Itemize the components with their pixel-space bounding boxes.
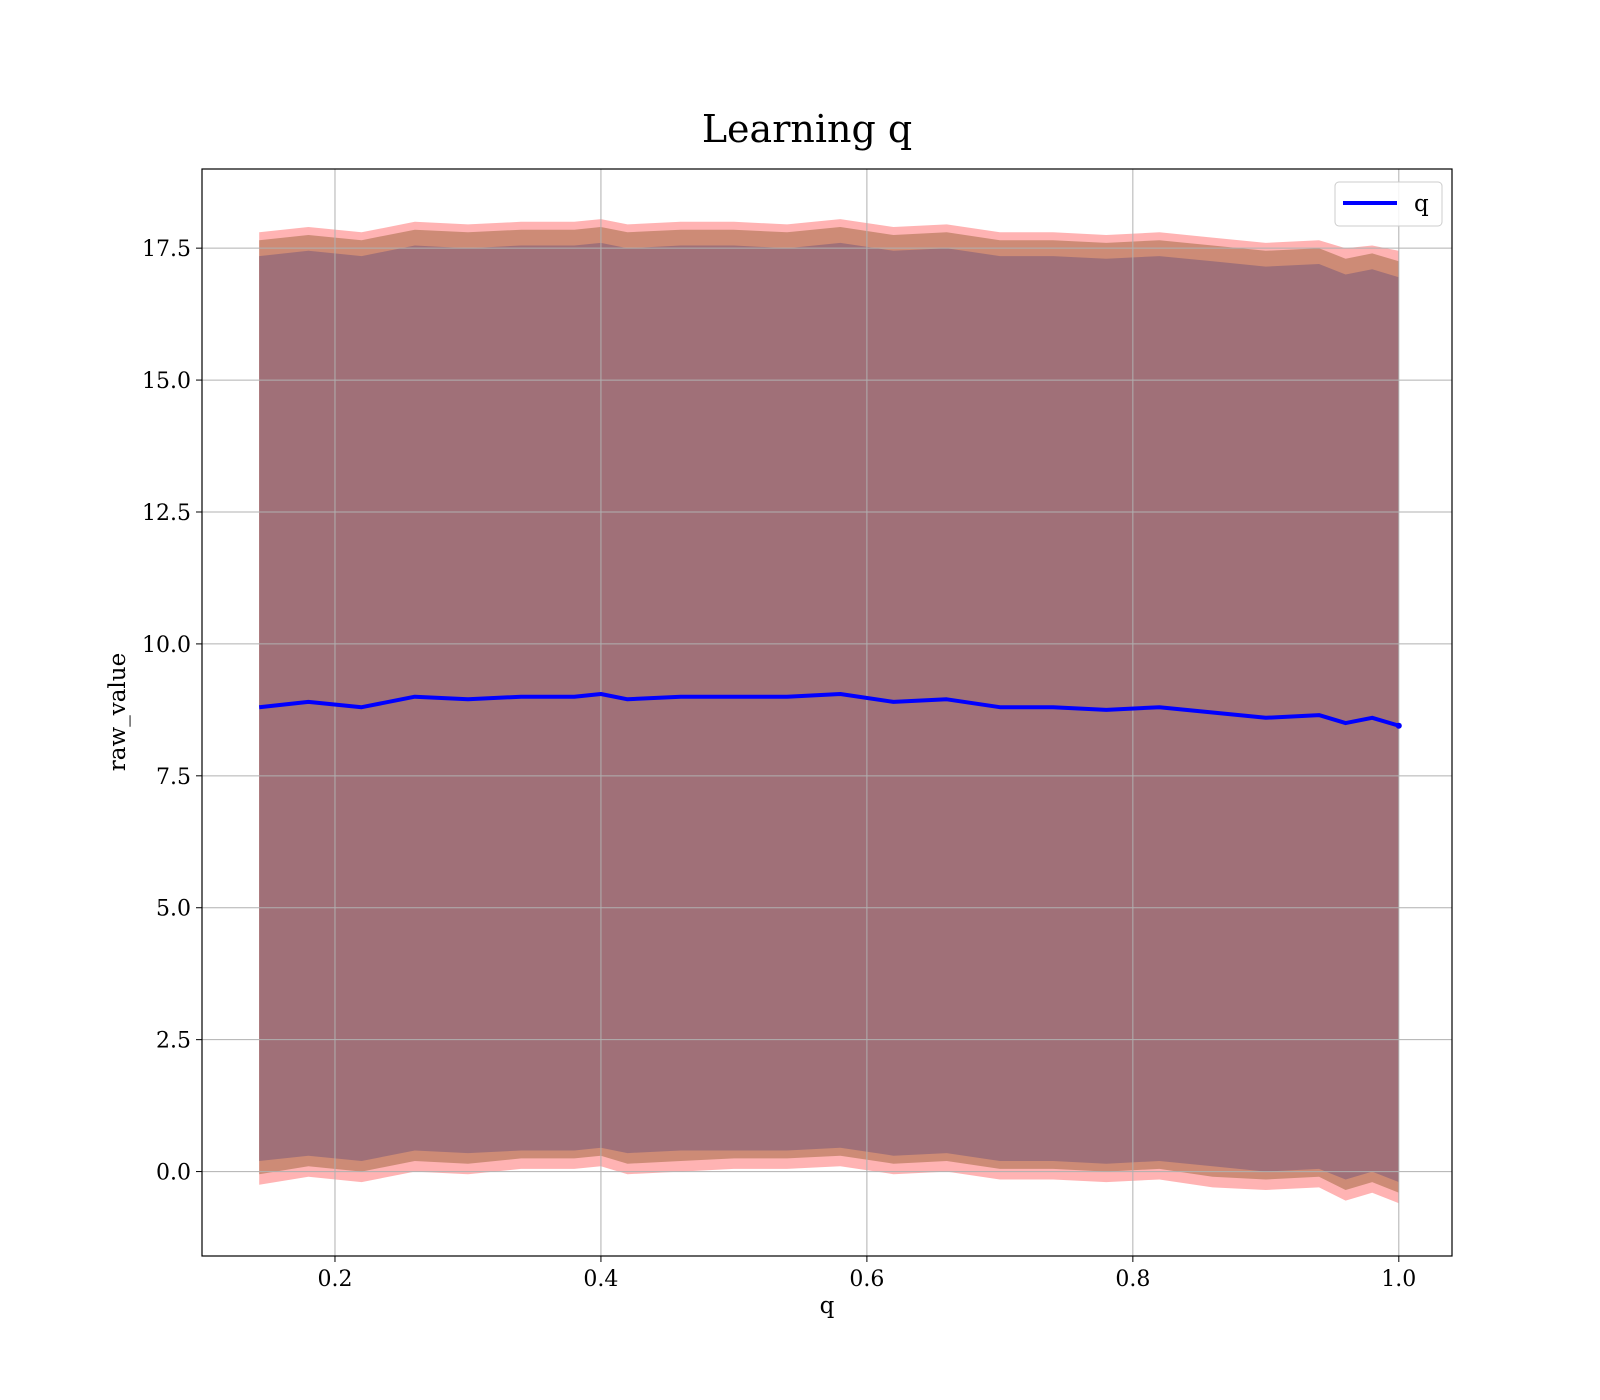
chart-title: Learning q (702, 107, 912, 151)
x-tick-label: 0.8 (1115, 1267, 1150, 1292)
y-tick-label: 0.0 (156, 1161, 191, 1186)
series-end-point (1395, 722, 1402, 729)
x-axis-ticks: 0.2 0.4 0.6 0.8 1.0 (317, 1256, 1416, 1292)
legend-label-q: q (1414, 191, 1429, 217)
y-tick-label: 7.5 (156, 765, 191, 790)
confidence-bands (259, 219, 1399, 1204)
series-lines (258, 692, 1402, 729)
y-tick-label: 2.5 (156, 1029, 191, 1054)
x-tick-label: 0.4 (583, 1267, 618, 1292)
y-tick-label: 15.0 (142, 369, 191, 394)
y-tick-label: 12.5 (142, 501, 191, 526)
band-inner (259, 242, 1399, 1183)
x-tick-label: 0.6 (849, 1267, 884, 1292)
y-axis-ticks: 0.0 2.5 5.0 7.5 10.0 12.5 15.0 17.5 (142, 237, 202, 1186)
grid-lines (202, 169, 1452, 1256)
y-tick-label: 17.5 (142, 237, 191, 262)
y-tick-label: 5.0 (156, 897, 191, 922)
plot-frame (201, 168, 1453, 1257)
legend: q (1334, 181, 1443, 227)
y-tick-label: 10.0 (142, 633, 191, 658)
x-axis-label: q (820, 1293, 835, 1319)
x-tick-label: 0.2 (317, 1267, 352, 1292)
series-line-q (258, 692, 1400, 728)
x-tick-label: 1.0 (1381, 1267, 1416, 1292)
y-axis-label: raw_value (105, 653, 131, 771)
